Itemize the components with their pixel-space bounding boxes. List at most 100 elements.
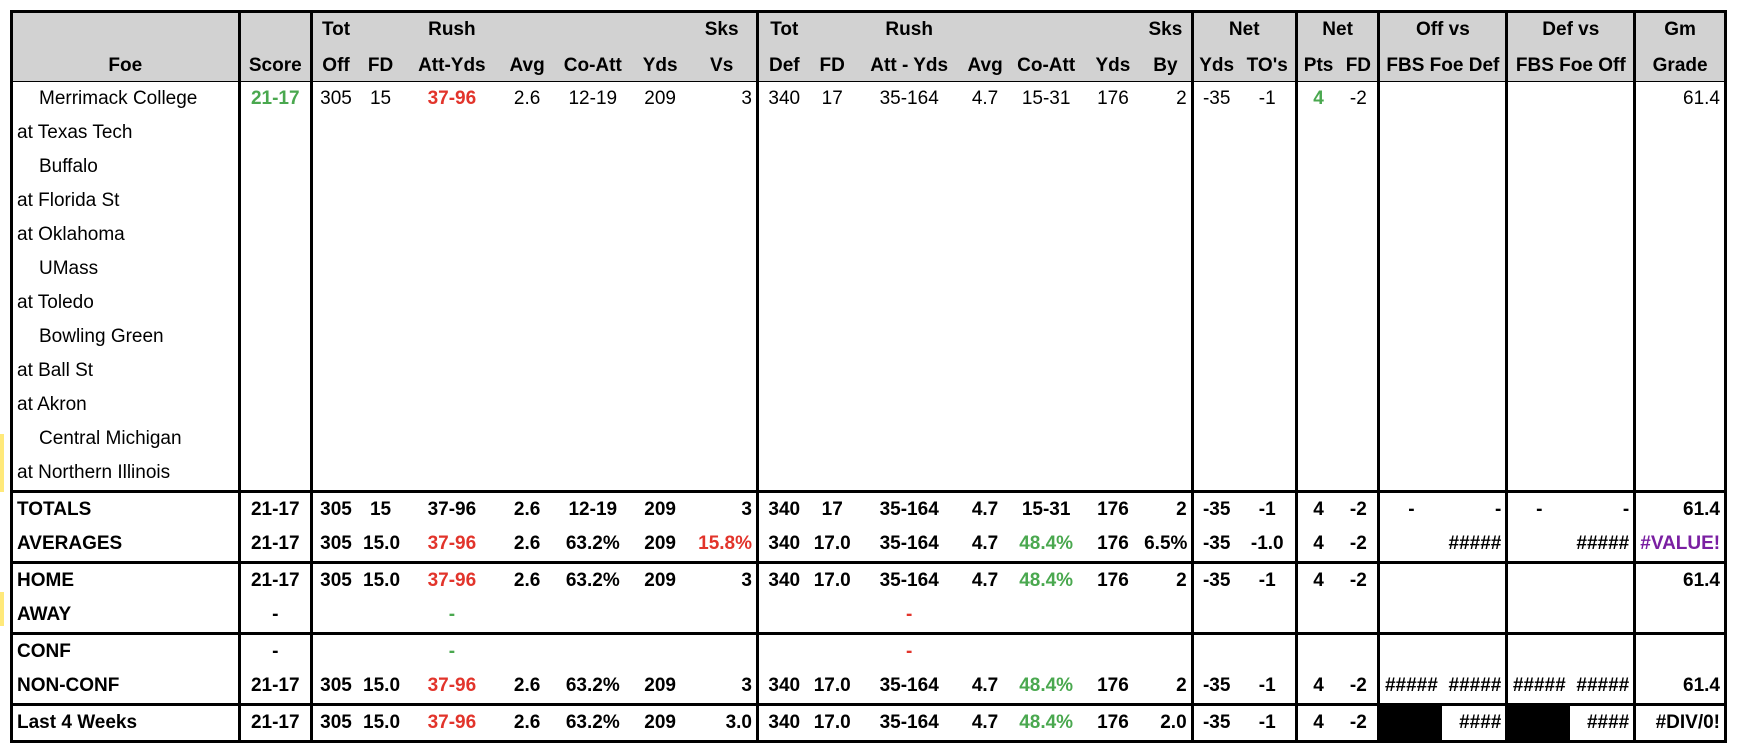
cell-fd: [359, 598, 402, 634]
cell-tot-off: 305: [310, 561, 360, 598]
cell-fd-def: [810, 184, 855, 218]
cell-foe: at Oklahoma: [10, 218, 240, 252]
cell-pass-yds-def: [1086, 422, 1140, 456]
header-fbs-foe-def: FBS Foe Def: [1377, 47, 1507, 82]
cell-co-att-def: [1007, 422, 1086, 456]
cell-fd: [359, 320, 402, 354]
cell-tot-def: 340: [755, 669, 810, 705]
cell-rush-att-yds-def: 35-164: [854, 703, 964, 743]
cell-pass-yds: [633, 286, 687, 320]
cell-tot-off: [310, 218, 360, 252]
cell-rush-att-yds-def: [855, 218, 964, 252]
cell-avg: 2.6: [501, 703, 553, 743]
cell-net-to: [1240, 218, 1297, 252]
cell-avg: [502, 150, 553, 184]
cell-off-vs-b: [1442, 354, 1507, 388]
cell-net-yds: -35: [1190, 490, 1240, 527]
cell-pass-yds-def: [1086, 150, 1140, 184]
cell-sks-by: [1140, 184, 1192, 218]
cell-sks-vs: [687, 252, 757, 286]
cell-net-pts: [1294, 422, 1340, 456]
cell-fd: [359, 218, 402, 252]
header-avg: Avg: [501, 47, 553, 82]
cell-net-fd: -2: [1339, 703, 1379, 743]
cell-def-vs-b: [1570, 286, 1635, 320]
cell-net-to: [1240, 354, 1297, 388]
cell-off-vs-b: #####: [1448, 675, 1502, 696]
cell-pass-yds: 209: [644, 675, 676, 696]
cell-off-vs-b: [1442, 320, 1507, 354]
cell-sks-vs: [687, 320, 757, 354]
cell-co-att-def: 48.4%: [1019, 533, 1074, 554]
cell-rush-att-yds-def: -: [906, 604, 913, 625]
cell-def-vs-a: [1505, 527, 1571, 563]
cell-sks-by: [1140, 116, 1192, 150]
cell-fd: [359, 422, 402, 456]
cell-net-yds: [1190, 218, 1240, 252]
cell-fd-def: [810, 286, 855, 320]
cell-def-vs-a: [1505, 422, 1571, 456]
cell-score: [237, 456, 312, 492]
cell-sks-by: 6.5%: [1144, 533, 1188, 554]
cell-pass-yds: [633, 184, 687, 218]
cell-fd-def: [810, 456, 855, 492]
cell-net-yds: [1190, 320, 1240, 354]
cell-grade: [1633, 456, 1727, 492]
cell-co-att: 63.2%: [565, 533, 620, 554]
cell-avg: 2.6: [513, 675, 541, 696]
cell-def-vs-b: [1570, 320, 1635, 354]
table-row: Merrimack College 21-17 305 15 37-96 2.6 12-19…: [10, 81, 1727, 116]
cell-score: 21-17: [237, 527, 312, 563]
cell-fd: 15.0: [359, 703, 403, 743]
cell-net-pts: 4: [1294, 490, 1340, 527]
cell-pass-yds-def: [1086, 320, 1140, 354]
cell-net-fd: [1339, 388, 1379, 422]
cell-tot-def: [755, 388, 810, 422]
cell-off-vs-a: [1377, 116, 1443, 150]
cell-sks-vs: [687, 354, 757, 388]
header-fd: FD: [359, 47, 403, 82]
cell-label: HOME: [10, 561, 240, 598]
cell-pass-yds: [633, 388, 687, 422]
cell-def-vs-b: [1570, 354, 1635, 388]
summary-row-conf: CONF - - -: [10, 632, 1727, 669]
cell-score: [237, 388, 312, 422]
cell-def-vs-a: [1505, 561, 1571, 598]
table-row: at Oklahoma: [10, 218, 1727, 252]
cell-pass-yds: 209: [632, 561, 688, 598]
header-cell: [10, 10, 240, 47]
cell-grade: 61.4: [1633, 669, 1727, 705]
cell-tot-def: [755, 150, 810, 184]
cell-pass-yds-def: 176: [1097, 533, 1129, 554]
cell-co-att-def: [1007, 320, 1086, 354]
cell-tot-def: [755, 456, 810, 492]
cell-pass-yds-def: [1086, 116, 1140, 150]
header-tot-off: Tot: [310, 10, 360, 47]
header-by: By: [1140, 47, 1193, 82]
cell-avg: [502, 422, 553, 456]
header-foe: Foe: [10, 47, 240, 82]
cell-pass-yds: 209: [644, 88, 676, 109]
header-fd-def: FD: [809, 47, 855, 82]
cell-def-vs-a: [1505, 456, 1571, 492]
cell-fd: [359, 354, 402, 388]
table-row: Buffalo: [10, 150, 1727, 184]
cell-rush-att-yds: [402, 184, 502, 218]
cell-pass-yds-def: [1086, 218, 1140, 252]
cell-def-vs-a: [1505, 218, 1571, 252]
cell-fd: [359, 456, 402, 492]
cell-def-vs-a: [1505, 388, 1571, 422]
row-marker: [0, 592, 4, 626]
cell-net-fd: [1339, 422, 1379, 456]
cell-fd-def: [810, 354, 855, 388]
cell-avg-def: [964, 150, 1007, 184]
cell-pass-yds-def: 176: [1085, 561, 1141, 598]
cell-rush-att-yds-def: [855, 184, 964, 218]
cell-off-vs-b: [1442, 561, 1507, 598]
cell-grade: [1633, 184, 1727, 218]
cell-sks-vs: 3: [687, 490, 758, 527]
cell-rush-att-yds: [402, 388, 502, 422]
cell-off-vs-a: -: [1377, 490, 1443, 527]
cell-def-vs-b: [1570, 456, 1635, 492]
cell-pass-yds: [633, 252, 687, 286]
